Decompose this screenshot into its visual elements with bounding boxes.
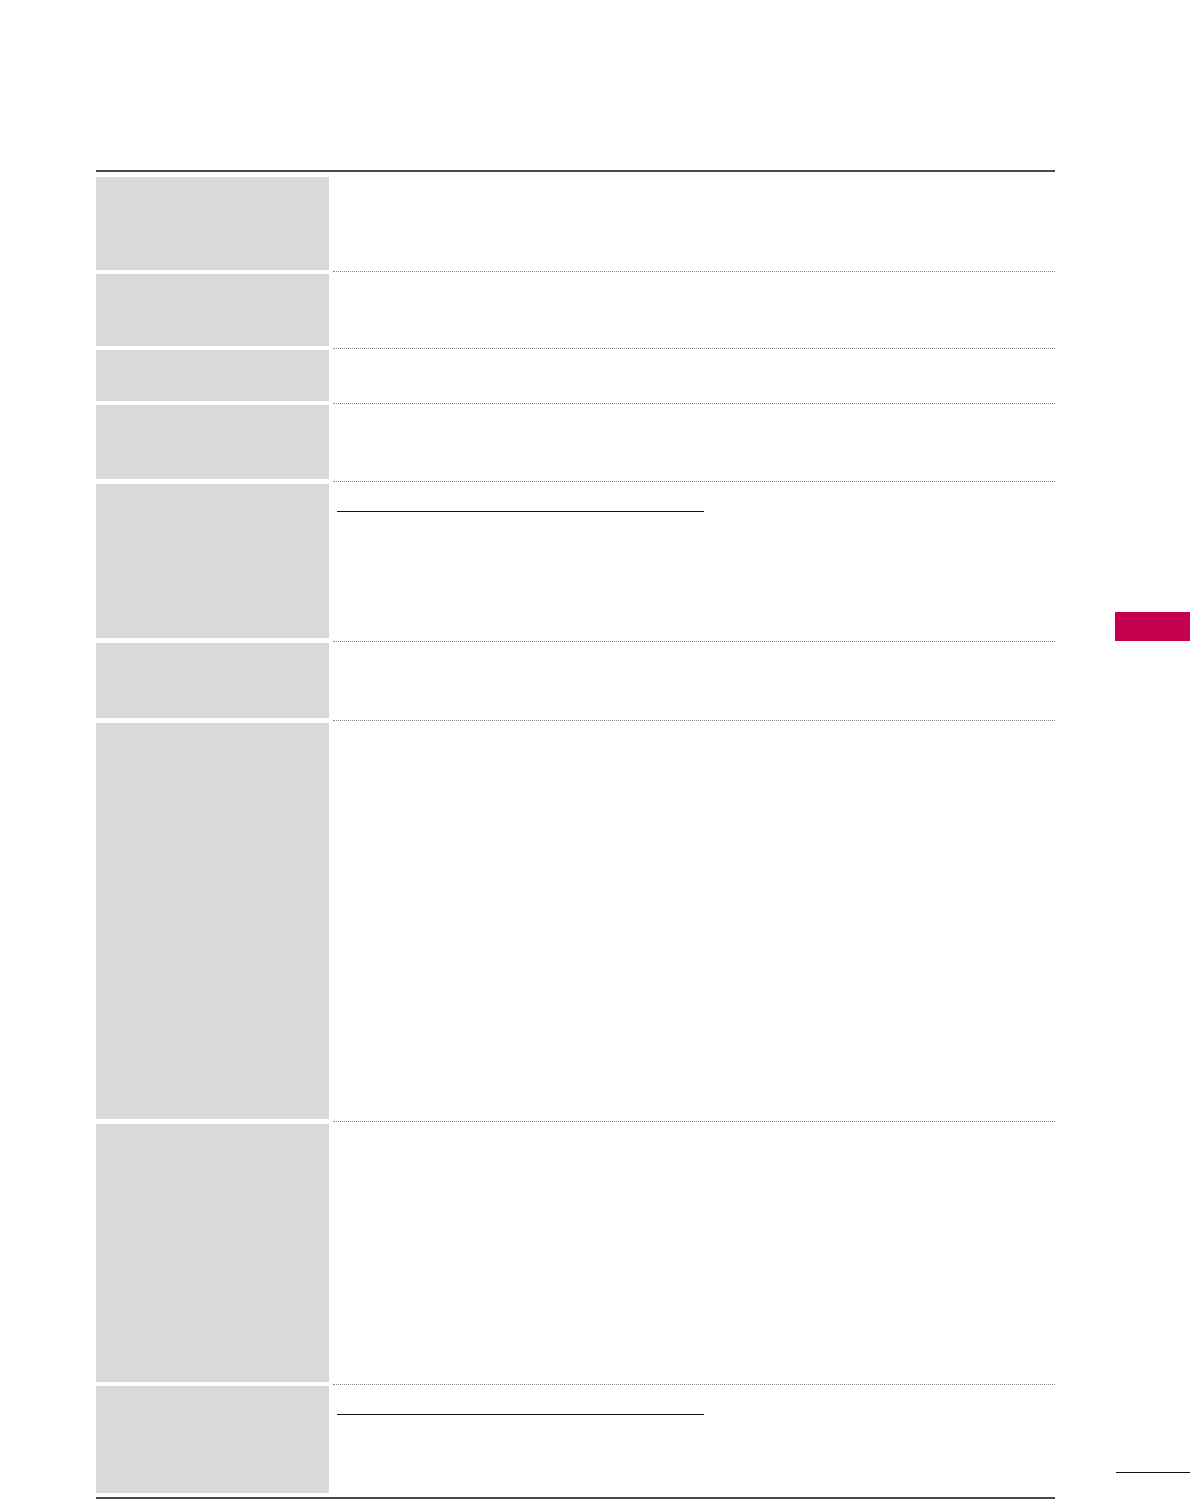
label-cell-3	[96, 350, 329, 401]
label-cell-6	[96, 643, 329, 718]
row-divider	[333, 1121, 1055, 1122]
label-cell-4	[96, 405, 329, 479]
label-cell-7	[96, 723, 329, 1119]
label-cell-2	[96, 274, 329, 346]
bottom-rule	[96, 1497, 1055, 1499]
row-divider	[333, 348, 1055, 349]
page-number-rule	[1116, 1472, 1190, 1473]
label-cell-5	[96, 484, 329, 638]
row-divider	[333, 641, 1055, 642]
underline	[337, 1414, 704, 1415]
row-divider	[333, 1384, 1055, 1385]
row-divider	[333, 403, 1055, 404]
label-cell-1	[96, 177, 329, 270]
underline	[337, 511, 704, 512]
label-cell-9	[96, 1386, 329, 1493]
section-tab	[1115, 612, 1190, 641]
row-divider	[333, 481, 1055, 482]
label-cell-8	[96, 1124, 329, 1382]
row-divider	[333, 720, 1055, 721]
top-rule	[96, 170, 1055, 172]
row-divider	[333, 271, 1055, 272]
